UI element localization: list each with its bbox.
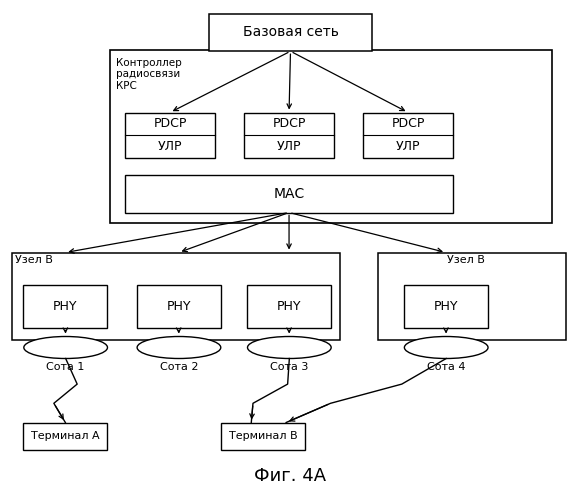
Text: PHY: PHY: [277, 300, 302, 313]
Bar: [125, 112, 215, 158]
Bar: [244, 112, 334, 158]
Text: Терминал А: Терминал А: [31, 431, 100, 441]
Bar: [209, 14, 372, 51]
Text: УЛР: УЛР: [396, 140, 421, 153]
Text: Фиг. 4А: Фиг. 4А: [254, 467, 327, 485]
Text: УЛР: УЛР: [277, 140, 302, 153]
Text: Сота 4: Сота 4: [427, 362, 465, 372]
Text: Узел В: Узел В: [447, 255, 485, 265]
Bar: [12, 252, 340, 340]
Text: Базовая сеть: Базовая сеть: [242, 26, 339, 40]
Text: PHY: PHY: [166, 300, 191, 313]
Bar: [363, 112, 453, 158]
Text: PHY: PHY: [433, 300, 458, 313]
Bar: [221, 422, 305, 450]
Text: Узел В: Узел В: [15, 255, 52, 265]
Text: Терминал В: Терминал В: [228, 431, 297, 441]
Text: PDCP: PDCP: [272, 117, 306, 130]
Ellipse shape: [137, 336, 221, 358]
Text: Сота 3: Сота 3: [270, 362, 309, 372]
Text: PHY: PHY: [53, 300, 78, 313]
Text: Контроллер
радиосвязи
КРС: Контроллер радиосвязи КРС: [116, 58, 182, 90]
Text: МАС: МАС: [274, 187, 304, 201]
Text: Сота 1: Сота 1: [46, 362, 85, 372]
Bar: [137, 285, 221, 328]
Bar: [247, 285, 331, 328]
Ellipse shape: [24, 336, 107, 358]
Bar: [110, 50, 552, 222]
Bar: [23, 285, 107, 328]
Text: УЛР: УЛР: [157, 140, 182, 153]
Text: Сота 2: Сота 2: [160, 362, 198, 372]
Text: PDCP: PDCP: [153, 117, 187, 130]
Bar: [125, 175, 453, 212]
Ellipse shape: [248, 336, 331, 358]
Text: PDCP: PDCP: [392, 117, 425, 130]
Bar: [378, 252, 566, 340]
Ellipse shape: [404, 336, 488, 358]
Bar: [23, 422, 107, 450]
Bar: [404, 285, 488, 328]
